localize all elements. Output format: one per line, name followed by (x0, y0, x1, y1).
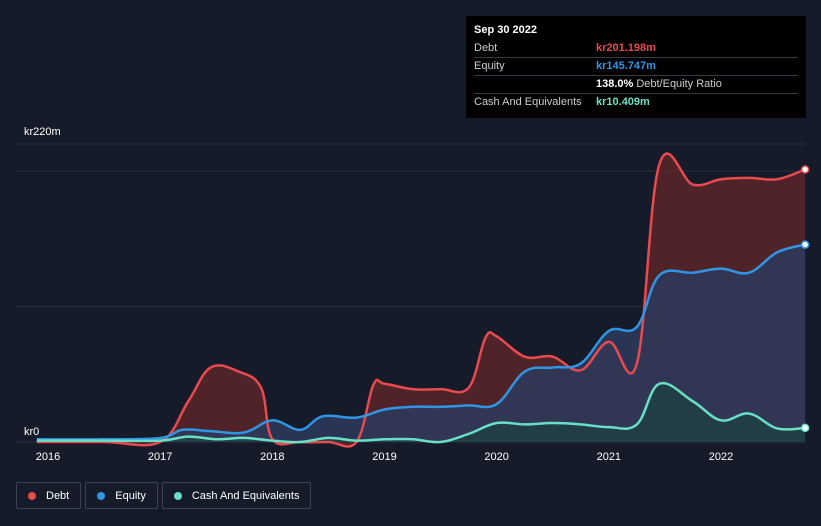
chart-end-dots (800, 165, 810, 433)
legend-item-cash[interactable]: Cash And Equivalents (161, 482, 312, 509)
legend-label: Debt (46, 489, 70, 502)
x-tick-label: 2020 (484, 451, 508, 463)
chart-areas (36, 153, 806, 447)
ratio-suffix: Debt/Equity Ratio (636, 78, 722, 90)
tooltip-label (474, 76, 596, 93)
tooltip-value: 138.0% Debt/Equity Ratio (596, 76, 722, 93)
series-line-debt (36, 152, 806, 448)
end-dot-debt (800, 165, 810, 174)
area-equity (36, 244, 806, 442)
chart-tooltip: Sep 30 2022 Debt kr201.198m Equity kr145… (466, 16, 806, 118)
tooltip-value: kr10.409m (596, 96, 650, 108)
series-line-equity (36, 243, 806, 441)
tooltip-row-ratio: 138.0% Debt/Equity Ratio (474, 75, 798, 93)
legend-dot-icon (173, 491, 182, 500)
tooltip-value: kr145.747m (596, 60, 656, 72)
tooltip-label: Debt (474, 42, 498, 54)
x-tick-label: 2021 (597, 451, 621, 463)
legend-item-equity[interactable]: Equity (85, 482, 158, 509)
tooltip-label: Cash And Equivalents (474, 96, 582, 108)
legend-label: Cash And Equivalents (191, 489, 300, 502)
x-tick-label: 2019 (372, 451, 396, 463)
x-tick-label: 2016 (36, 451, 60, 463)
x-tick-label: 2018 (260, 451, 284, 463)
legend-item-debt[interactable]: Debt (16, 482, 82, 509)
x-axis-ticks: 2016 2017 2018 2019 2020 2021 2022 (36, 451, 733, 463)
end-dot-equity (800, 240, 810, 249)
chart-legend: Debt Equity Cash And Equivalents (16, 482, 312, 509)
legend-label: Equity (115, 489, 146, 502)
series-line-cash (36, 381, 806, 444)
tooltip-row-cash: Cash And Equivalents kr10.409m (474, 93, 798, 111)
legend-dot-icon (28, 491, 36, 500)
y-axis-top-label: kr220m (24, 126, 61, 138)
legend-dot-icon (97, 491, 106, 500)
x-tick-label: 2017 (148, 451, 172, 463)
chart-lines (36, 152, 806, 448)
tooltip-row-debt: Debt kr201.198m (474, 40, 798, 57)
end-dot-cash (800, 423, 810, 433)
y-axis-bottom-label: kr0 (24, 426, 39, 438)
ratio-value: 138.0% (596, 78, 634, 90)
x-tick-label: 2022 (709, 451, 733, 463)
tooltip-value: kr201.198m (596, 42, 656, 54)
tooltip-label: Equity (474, 60, 505, 72)
tooltip-row-equity: Equity kr145.747m (474, 57, 798, 75)
tooltip-date: Sep 30 2022 (474, 24, 537, 36)
